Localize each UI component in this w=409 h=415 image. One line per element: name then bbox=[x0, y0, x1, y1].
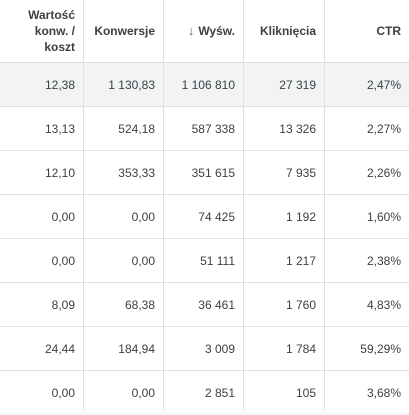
header-value-per-cost-label: Wartość konw. / koszt bbox=[28, 8, 75, 54]
cell-clicks: 1 784 bbox=[244, 327, 325, 370]
cell-impressions: 51 111 bbox=[164, 239, 244, 282]
cell-ctr: 1,60% bbox=[366, 209, 401, 224]
table-row[interactable]: 24,44 184,94 3 009 1 784 59,29% bbox=[0, 327, 409, 371]
cell-ctr: 2,27% bbox=[366, 121, 401, 136]
cell-value-per-cost: 8,09 bbox=[0, 283, 84, 326]
cell-conversions: 0,00 bbox=[84, 239, 164, 282]
header-ctr[interactable]: CTR bbox=[325, 0, 409, 62]
cell-conversions: 1 130,83 bbox=[84, 63, 164, 106]
cell-ctr: 2,26% bbox=[366, 165, 401, 180]
table-row[interactable]: 0,00 0,00 74 425 1 192 1,60% bbox=[0, 195, 409, 239]
cell-value-per-cost: 12,38 bbox=[0, 63, 84, 106]
arrow-down-icon: ↓ bbox=[187, 23, 195, 38]
cell-ctr: 4,83% bbox=[366, 297, 401, 312]
cell-conversions: 68,38 bbox=[84, 283, 164, 326]
cell-conversions: 184,94 bbox=[84, 327, 164, 370]
header-ctr-label: CTR bbox=[376, 24, 401, 38]
cell-impressions: 2 851 bbox=[164, 371, 244, 414]
cell-conversions: 0,00 bbox=[84, 371, 164, 414]
cell-conversions: 0,00 bbox=[84, 195, 164, 238]
cell-clicks: 1 760 bbox=[244, 283, 325, 326]
header-conversions[interactable]: Konwersje bbox=[84, 0, 164, 62]
table-row[interactable]: 0,00 0,00 51 111 1 217 2,38% bbox=[0, 239, 409, 283]
table-row[interactable]: 0,00 0,00 2 851 105 3,68% bbox=[0, 371, 409, 415]
header-conversions-label: Konwersje bbox=[94, 24, 155, 38]
cell-clicks: 1 217 bbox=[244, 239, 325, 282]
cell-impressions: 36 461 bbox=[164, 283, 244, 326]
cell-impressions: 1 106 810 bbox=[164, 63, 244, 106]
cell-clicks: 1 192 bbox=[244, 195, 325, 238]
cell-ctr: 59,29% bbox=[360, 341, 401, 356]
cell-clicks: 13 326 bbox=[244, 107, 325, 150]
cell-value-per-cost: 13,13 bbox=[0, 107, 84, 150]
header-value-per-cost[interactable]: Wartość konw. / koszt bbox=[0, 0, 84, 62]
cell-ctr: 3,68% bbox=[366, 385, 401, 400]
cell-impressions: 74 425 bbox=[164, 195, 244, 238]
cell-ctr: 2,47% bbox=[366, 77, 401, 92]
cell-impressions: 351 615 bbox=[164, 151, 244, 194]
scroll-edge bbox=[0, 411, 409, 415]
table-row[interactable]: 8,09 68,38 36 461 1 760 4,83% bbox=[0, 283, 409, 327]
cell-ctr: 2,38% bbox=[366, 253, 401, 268]
cell-impressions: 3 009 bbox=[164, 327, 244, 370]
header-impressions-label: Wyśw. bbox=[198, 24, 235, 38]
cell-clicks: 27 319 bbox=[244, 63, 325, 106]
header-impressions[interactable]: ↓ Wyśw. bbox=[164, 0, 244, 62]
table-header: Wartość konw. / koszt Konwersje ↓ Wyśw. … bbox=[0, 0, 409, 63]
header-clicks-label: Kliknięcia bbox=[259, 24, 316, 38]
cell-conversions: 524,18 bbox=[84, 107, 164, 150]
table-row[interactable]: 12,10 353,33 351 615 7 935 2,26% bbox=[0, 151, 409, 195]
cell-value-per-cost: 24,44 bbox=[0, 327, 84, 370]
cell-conversions: 353,33 bbox=[84, 151, 164, 194]
table-row[interactable]: 13,13 524,18 587 338 13 326 2,27% bbox=[0, 107, 409, 151]
table-row[interactable]: 12,38 1 130,83 1 106 810 27 319 2,47% bbox=[0, 63, 409, 107]
cell-value-per-cost: 0,00 bbox=[0, 371, 84, 414]
cell-value-per-cost: 0,00 bbox=[0, 239, 84, 282]
cell-clicks: 7 935 bbox=[244, 151, 325, 194]
cell-value-per-cost: 12,10 bbox=[0, 151, 84, 194]
cell-value-per-cost: 0,00 bbox=[0, 195, 84, 238]
cell-impressions: 587 338 bbox=[164, 107, 244, 150]
cell-clicks: 105 bbox=[244, 371, 325, 414]
header-clicks[interactable]: Kliknięcia bbox=[244, 0, 325, 62]
